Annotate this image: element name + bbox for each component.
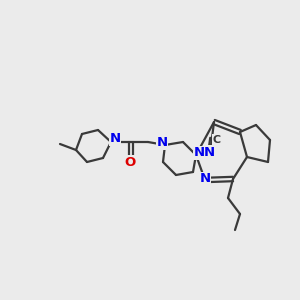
Text: N: N [156,136,168,149]
Text: N: N [110,133,121,146]
Text: C: C [213,135,221,145]
Text: N: N [194,146,205,160]
Text: O: O [124,155,136,169]
Text: N: N [200,172,211,185]
Text: N: N [203,146,214,158]
